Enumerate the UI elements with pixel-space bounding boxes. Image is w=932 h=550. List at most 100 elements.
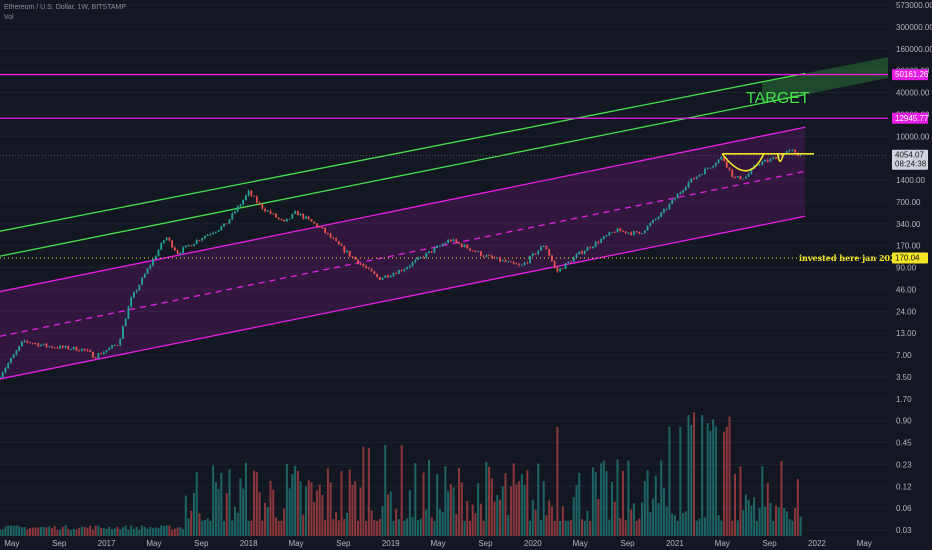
candle [592, 246, 594, 249]
symbol-line[interactable]: Ethereum / U.S. Dollar, 1W, BITSTAMP [4, 4, 127, 11]
time-axis[interactable]: May Sep 2017 May Sep 2018 May Sep 2019 May Sep 2020… [4, 539, 872, 548]
price-axis-label: 1.70 [896, 395, 912, 404]
volume-bar [171, 529, 174, 536]
candle [255, 196, 258, 203]
candle [482, 255, 485, 257]
candle [463, 244, 466, 247]
price-axis-label: 340.00 [896, 220, 921, 229]
volume-bar [766, 482, 769, 536]
candle [433, 247, 436, 253]
volume-bar [296, 470, 299, 536]
time-axis-label: May [288, 539, 303, 548]
volume-bar [501, 486, 504, 536]
candle [329, 233, 332, 238]
time-axis-label: May [573, 539, 588, 548]
candle [212, 232, 215, 235]
time-axis-label: Sep [194, 539, 209, 548]
time-axis-label: 2020 [524, 539, 542, 548]
candle [720, 156, 723, 160]
volume-bar [1, 529, 4, 536]
volume-bar [665, 506, 668, 536]
volume-label[interactable]: Vol [4, 14, 14, 21]
volume-bar [274, 517, 277, 536]
target-upper-badge [892, 69, 928, 81]
price-axis-label: 300000.00 [896, 23, 932, 32]
volume-bar [266, 507, 269, 536]
volume-bar [31, 527, 34, 536]
candle [316, 223, 318, 227]
volume-bar [280, 520, 283, 536]
volume-bar [370, 510, 373, 536]
volume-bar [231, 520, 234, 536]
candle [520, 264, 523, 266]
volume-bar [774, 505, 777, 536]
price-axis-label: 46.00 [896, 285, 917, 294]
volume-bar [646, 470, 649, 536]
candle [474, 250, 477, 252]
candle [736, 176, 739, 178]
volume-bar [313, 502, 316, 536]
candle [682, 190, 684, 193]
volume-bar [61, 526, 64, 536]
volume-bar [698, 518, 701, 536]
volume-bar [597, 499, 600, 536]
candle [425, 253, 428, 258]
volume-bar [80, 526, 83, 536]
candle [635, 231, 638, 233]
volume-bar [346, 512, 349, 536]
candle [384, 275, 387, 278]
volume-bar [305, 486, 308, 536]
candle [1, 372, 4, 378]
time-axis-label: May [715, 539, 730, 548]
volume-bar [15, 525, 18, 536]
candle [419, 256, 422, 258]
candle [18, 346, 21, 351]
volume-bar [539, 520, 542, 536]
candle [81, 348, 83, 351]
candle [488, 255, 490, 257]
candle [794, 149, 797, 153]
volume-bar [201, 520, 204, 536]
candle [59, 345, 62, 349]
candle [152, 259, 154, 266]
candle [48, 346, 51, 348]
candle [111, 345, 113, 348]
candle [108, 347, 111, 351]
volume-bar [187, 518, 190, 536]
volume-bar [438, 508, 441, 536]
volume-bar [59, 529, 62, 536]
candle [414, 259, 417, 263]
candle [75, 346, 78, 351]
candle [291, 213, 294, 219]
volume-bar [408, 490, 411, 536]
time-axis-label: May [146, 539, 161, 548]
volume-bar [258, 492, 261, 536]
volume-bar [343, 519, 346, 536]
volume-bar [288, 488, 291, 536]
volume-bar [586, 510, 589, 536]
candle [657, 216, 660, 219]
candle [173, 247, 176, 251]
candle [4, 367, 7, 373]
price-axis-label: 170.00 [896, 242, 921, 251]
volume-bar [72, 528, 75, 536]
price-axis-label: 90.00 [896, 264, 917, 273]
volume-bar [29, 528, 32, 536]
candle [190, 245, 193, 247]
candle [668, 203, 671, 210]
candle [296, 211, 299, 216]
candle [665, 209, 668, 210]
candle [561, 268, 564, 270]
candle [15, 350, 18, 355]
candle [395, 273, 398, 275]
candle [318, 226, 321, 228]
candle [630, 232, 633, 235]
volume-bar [384, 444, 387, 536]
volume-bar [89, 525, 92, 536]
volume-bar [673, 515, 676, 536]
candle [510, 261, 512, 263]
volume-bar [302, 514, 305, 536]
volume-bar [203, 519, 206, 536]
time-axis-label: Sep [762, 539, 777, 548]
